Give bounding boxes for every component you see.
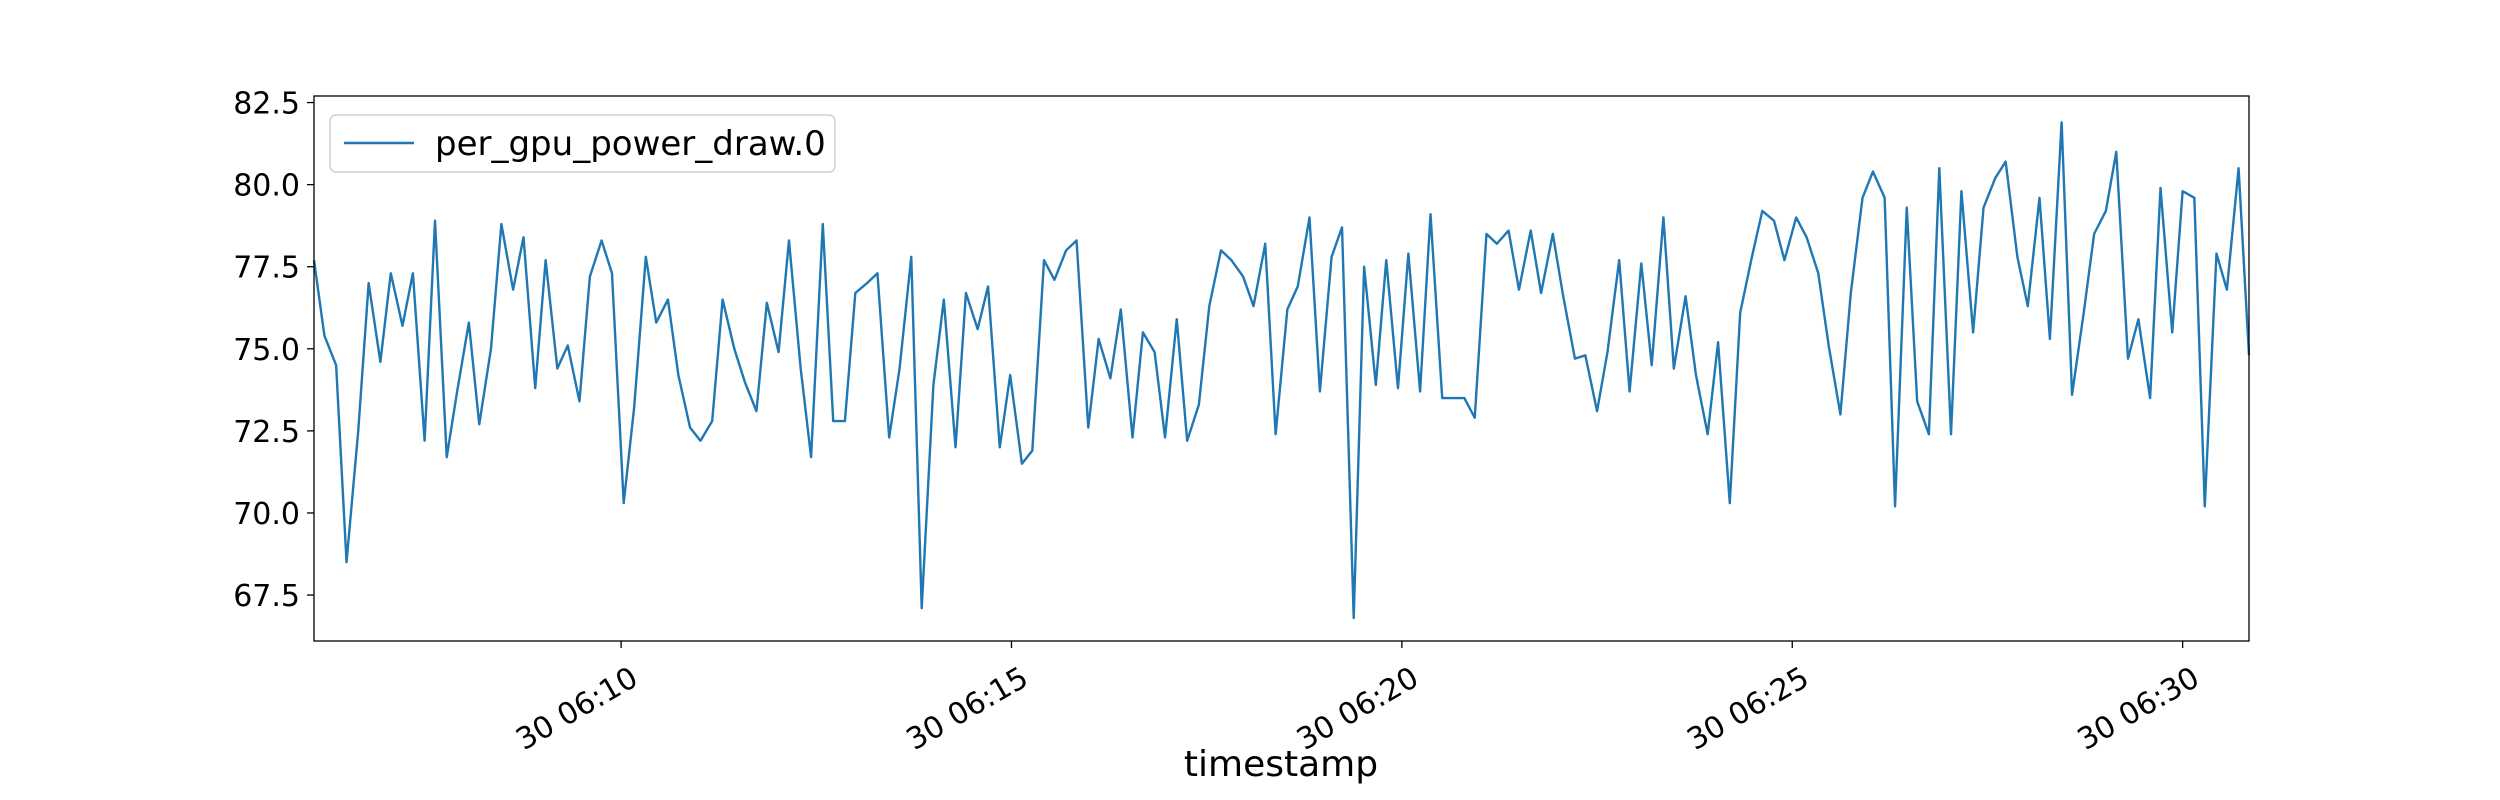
x-tick-label: 30 06:10 — [510, 660, 644, 757]
y-tick-label: 77.5 — [233, 251, 300, 286]
y-tick-label: 75.0 — [233, 333, 300, 368]
y-tick-label: 82.5 — [233, 87, 300, 122]
data-line — [312, 121, 2251, 620]
legend-box — [329, 114, 836, 173]
x-axis-label: timestamp — [1184, 744, 1378, 785]
x-tick-label: 30 06:25 — [1681, 660, 1815, 757]
y-tick-label: 67.5 — [233, 579, 300, 614]
x-tick-label: 30 06:30 — [2072, 660, 2206, 757]
y-tick-label: 70.0 — [233, 497, 300, 532]
plot-frame — [313, 95, 2250, 642]
y-tick-label: 80.0 — [233, 169, 300, 204]
y-tick-label: 72.5 — [233, 415, 300, 450]
legend-label: per_gpu_power_draw.0 — [435, 124, 826, 164]
x-tick-label: 30 06:15 — [901, 660, 1035, 757]
